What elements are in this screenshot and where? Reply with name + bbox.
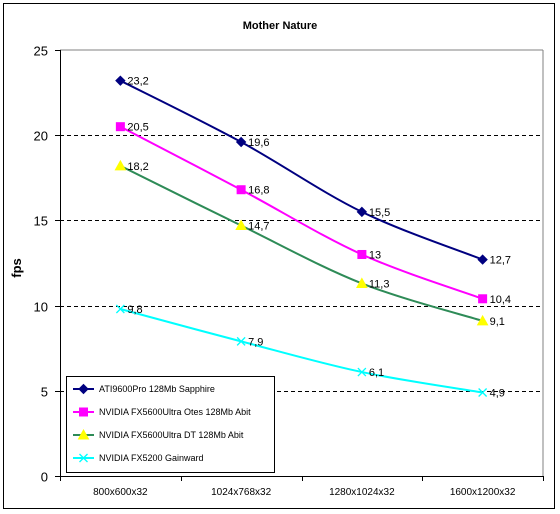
series-0-point-0 bbox=[115, 75, 126, 86]
data-label-1-1: 16,8 bbox=[248, 185, 269, 197]
legend-marker-2 bbox=[77, 428, 90, 440]
series-2-point-1 bbox=[235, 219, 247, 231]
series-3-point-3-stroke-b bbox=[478, 388, 488, 397]
series-3-point-0 bbox=[115, 304, 125, 314]
y-tick-label-5: 5 bbox=[41, 385, 48, 400]
data-label-1-0: 20,5 bbox=[127, 122, 148, 134]
data-label-1-2: 13 bbox=[369, 249, 381, 261]
data-label-0-1: 19,6 bbox=[248, 137, 269, 149]
series-2-point-0 bbox=[114, 159, 127, 171]
data-label-2-1: 14,7 bbox=[248, 221, 269, 233]
data-label-2-2: 11,3 bbox=[369, 278, 390, 290]
legend-marker-3 bbox=[79, 453, 88, 463]
legend-label-2: NVIDIA FX5600Ultra DT 128Mb Abit bbox=[99, 430, 244, 440]
series-line-0 bbox=[119, 79, 483, 261]
data-label-0-0: 23,2 bbox=[127, 76, 148, 88]
series-2-point-2 bbox=[356, 277, 368, 288]
series-3-point-2-stroke-b bbox=[357, 367, 367, 377]
data-label-3-1: 7,9 bbox=[248, 336, 263, 348]
legend-marker-0 bbox=[78, 383, 89, 395]
series-1-point-2 bbox=[357, 249, 367, 259]
data-label-0-2: 15,5 bbox=[369, 207, 390, 219]
series-2-point-3 bbox=[476, 314, 489, 326]
series-3-point-0-stroke-b bbox=[115, 304, 125, 314]
y-tick-label-25: 25 bbox=[34, 44, 48, 59]
data-label-3-2: 6,1 bbox=[369, 367, 384, 379]
legend: ATI9600Pro 128Mb Sapphire NVIDIA FX5600Ul… bbox=[66, 376, 275, 473]
series-0-point-3 bbox=[477, 254, 488, 265]
x-tick-label-2: 1280x1024x32 bbox=[329, 487, 395, 498]
series-line-3 bbox=[120, 308, 483, 394]
data-label-2-3: 9,1 bbox=[490, 316, 505, 328]
data-label-3-0: 9,8 bbox=[127, 304, 142, 316]
y-tick-label-20: 20 bbox=[34, 129, 48, 144]
series-3-point-1-stroke-b bbox=[236, 336, 246, 346]
y-tick-label-15: 15 bbox=[34, 214, 48, 229]
series-0-point-1 bbox=[235, 136, 247, 148]
y-tick-label-0: 0 bbox=[41, 470, 48, 485]
y-tick-label-10: 10 bbox=[34, 300, 48, 315]
legend-label-3: NVIDIA FX5200 Gainward bbox=[99, 453, 204, 463]
series-0-point-2 bbox=[356, 206, 368, 218]
x-axis-ticks: 800x600x32 1024x768x32 1280x1024x32 1600x12… bbox=[60, 476, 544, 498]
series-3-point-2 bbox=[357, 367, 367, 377]
series-1-point-1 bbox=[236, 185, 246, 195]
axes bbox=[60, 49, 544, 477]
legend-label-1: NVIDIA FX5600Ultra Otes 128Mb Abit bbox=[99, 407, 251, 417]
legend-label-0: ATI9600Pro 128Mb Sapphire bbox=[99, 384, 215, 394]
series-layer bbox=[114, 75, 489, 397]
data-label-3-3: 4,9 bbox=[490, 388, 505, 400]
y-axis-ticks: 0 5 10 15 20 25 bbox=[34, 44, 60, 485]
x-tick-label-1: 1024x768x32 bbox=[211, 487, 271, 498]
legend-box bbox=[66, 376, 275, 473]
legend-marker-3-stroke-b bbox=[79, 453, 88, 463]
x-tick-label-3: 1600x1200x32 bbox=[450, 487, 516, 498]
series-line-2 bbox=[119, 164, 483, 322]
data-labels: 23,2 19,6 15,5 12,7 20,5 16,8 13 10,4 18,2 14,7 11… bbox=[127, 76, 511, 400]
x-tick-label-0: 800x600x32 bbox=[93, 487, 148, 498]
series-3-point-3 bbox=[478, 388, 488, 397]
series-1-point-0 bbox=[115, 122, 125, 132]
data-label-2-0: 18,2 bbox=[127, 161, 148, 173]
series-1-point-3 bbox=[478, 294, 488, 304]
chart-title: Mother Nature bbox=[243, 20, 318, 32]
series-line-1 bbox=[119, 125, 483, 300]
data-label-0-3: 12,7 bbox=[490, 255, 511, 267]
grid-lines bbox=[60, 135, 543, 392]
data-label-1-3: 10,4 bbox=[490, 294, 511, 306]
y-axis-label: fps bbox=[9, 258, 24, 278]
legend-marker-1 bbox=[79, 407, 88, 417]
series-3-point-1 bbox=[236, 336, 246, 346]
